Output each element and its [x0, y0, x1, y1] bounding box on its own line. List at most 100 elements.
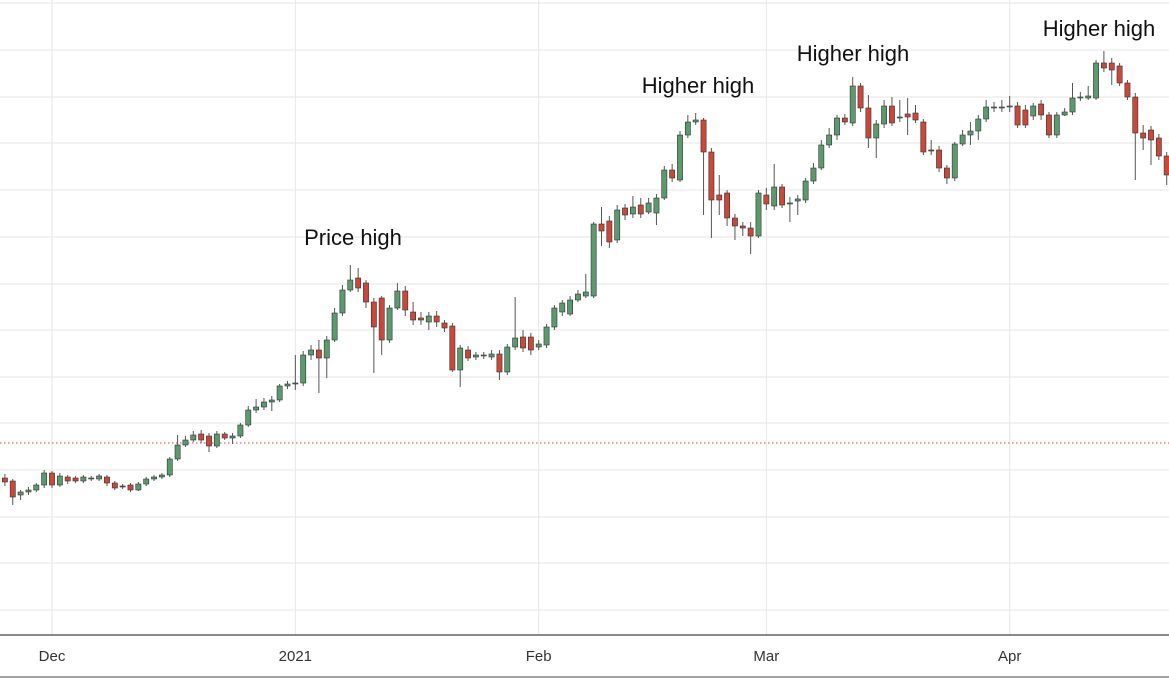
annotation: Higher high — [642, 73, 755, 98]
candle-body — [1014, 105, 1021, 126]
candle-body — [1038, 103, 1044, 116]
candle-body — [708, 151, 715, 201]
candle-body — [72, 477, 79, 482]
candle-body — [802, 180, 809, 201]
candle-body — [198, 433, 205, 441]
candle-body — [213, 433, 220, 447]
candle-body — [1085, 95, 1092, 99]
candle-body — [331, 312, 338, 341]
candle-body — [339, 289, 346, 314]
candle-body — [363, 282, 369, 303]
candle-body — [818, 144, 825, 169]
candle-body — [653, 197, 660, 214]
candle-body — [1116, 65, 1123, 84]
candle-body — [991, 106, 997, 109]
candle-body — [983, 106, 990, 120]
candle-body — [912, 112, 919, 121]
candle-body — [488, 353, 495, 358]
candle-body — [582, 291, 589, 297]
candle-body — [182, 439, 189, 446]
candle-body — [826, 134, 833, 146]
candle-body — [111, 482, 118, 489]
candle-body — [276, 385, 283, 401]
candle-body — [190, 434, 197, 441]
labels: Dec 2021 Feb Mar Apr Price high Higher high Hig… — [39, 16, 1156, 665]
candle-body — [959, 134, 966, 145]
candle-body — [1061, 111, 1068, 116]
candle-body — [56, 475, 63, 486]
candle-body — [441, 322, 448, 329]
candle-body — [64, 476, 71, 482]
candle-body — [418, 317, 424, 321]
candle-body — [315, 349, 322, 359]
candle-body — [1101, 62, 1107, 69]
candle-body — [433, 315, 440, 323]
x-tick-label: 2021 — [279, 648, 312, 665]
x-tick-label: Dec — [39, 648, 66, 665]
candle-body — [245, 409, 252, 426]
candle-body — [253, 406, 259, 411]
candles — [1, 51, 1169, 505]
candle-body — [143, 478, 150, 485]
candle-body — [622, 207, 628, 216]
candle-body — [559, 302, 566, 313]
candle-body — [323, 339, 330, 359]
candle-body — [590, 223, 597, 297]
candle-body — [841, 117, 848, 123]
candle-body — [614, 209, 621, 241]
candle-body — [975, 118, 982, 132]
candle-body — [928, 149, 935, 152]
candle-body — [575, 293, 581, 301]
candle-body — [355, 277, 362, 289]
candle-body — [692, 119, 699, 123]
candle-body — [1006, 105, 1013, 108]
candle-body — [629, 206, 636, 215]
candle-body — [943, 167, 950, 179]
candle-body — [936, 149, 942, 169]
candle-body — [896, 116, 903, 119]
candle-body — [951, 143, 958, 179]
candle-body — [347, 279, 354, 291]
candle-body — [1155, 137, 1162, 157]
candle-body — [661, 169, 668, 199]
candle-body — [1132, 96, 1139, 134]
candle-body — [465, 349, 471, 359]
candle-body — [1124, 82, 1131, 98]
candle-body — [1108, 62, 1115, 71]
candle-body — [716, 194, 723, 201]
candle-body — [677, 134, 683, 181]
candle-body — [88, 477, 95, 480]
candle-body — [645, 202, 652, 213]
annotation: Price high — [304, 225, 402, 250]
candle-body — [637, 204, 644, 215]
candle-body — [1022, 109, 1029, 126]
candle-body — [284, 383, 291, 387]
candle-body — [684, 121, 691, 136]
candle-body — [41, 472, 48, 486]
candle-body — [920, 121, 927, 153]
candle-body — [904, 113, 911, 118]
candle-body — [865, 107, 872, 139]
candle-body — [998, 106, 1005, 109]
candle-body — [1093, 62, 1099, 99]
candle-body — [394, 290, 401, 309]
candle-body — [551, 307, 558, 328]
candle-body — [779, 186, 785, 206]
candle-body — [1069, 97, 1076, 113]
annotation: Higher high — [1043, 16, 1156, 41]
candle-body — [786, 202, 793, 205]
candle-body — [1053, 114, 1060, 136]
candle-body — [25, 489, 32, 493]
candle-body — [127, 484, 134, 491]
candle-body — [206, 435, 212, 447]
candle-body — [370, 301, 377, 328]
candle-body — [472, 354, 479, 358]
candle-body — [151, 476, 157, 480]
candle-body — [457, 347, 464, 371]
candle-body — [308, 349, 314, 356]
candle-body — [747, 227, 754, 237]
candle-body — [834, 117, 840, 136]
candle-body — [425, 315, 432, 323]
